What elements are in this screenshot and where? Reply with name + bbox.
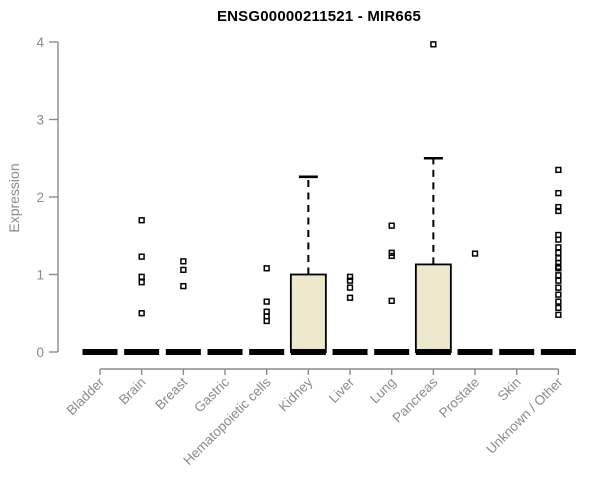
outlier-point-unknown-other	[555, 272, 562, 279]
outlier-point-unknown-other	[555, 207, 562, 215]
outlier-point-unknown-other	[555, 291, 562, 298]
box-kidney	[289, 273, 327, 353]
outlier-point-lung	[388, 252, 395, 260]
outlier-point-liver	[346, 273, 354, 280]
y-tick-label: 1	[36, 268, 44, 283]
median-line-bladder	[82, 349, 118, 355]
median-line-gastric	[207, 349, 243, 355]
median-line-hematopoietic-cells	[249, 349, 285, 355]
outlier-point-lung	[388, 222, 395, 229]
x-tick-label-breast: Breast	[152, 374, 190, 412]
median-line-liver	[332, 349, 368, 355]
outlier-point-unknown-other	[555, 311, 562, 318]
outlier-point-brain	[138, 279, 145, 286]
outlier-point-brain	[138, 310, 145, 317]
x-tick-label-prostate: Prostate	[436, 375, 482, 421]
y-tick-label: 0	[36, 345, 44, 360]
outlier-point-unknown-other	[555, 189, 562, 197]
median-line-skin	[499, 349, 535, 355]
outlier-point-hematopoietic-cells	[263, 317, 270, 325]
outlier-point-hematopoietic-cells	[263, 265, 270, 272]
median-line-kidney	[290, 349, 326, 355]
x-tick-label-gastric: Gastric	[191, 374, 232, 415]
outlier-point-brain	[138, 253, 145, 260]
box-pancreas	[414, 263, 452, 353]
outlier-point-unknown-other	[555, 298, 562, 305]
y-axis-label: Expression	[6, 163, 22, 233]
median-line-lung	[374, 349, 410, 355]
outlier-point-unknown-other	[555, 249, 562, 256]
outlier-point-liver	[346, 284, 354, 291]
x-tick-label-brain: Brain	[116, 375, 149, 408]
outlier-point-unknown-other	[555, 236, 562, 243]
outlier-point-unknown-other	[555, 277, 562, 284]
outlier-point-hematopoietic-cells	[263, 298, 270, 305]
y-tick-label: 4	[36, 35, 44, 50]
median-line-breast	[165, 349, 201, 355]
median-line-brain	[124, 349, 160, 355]
outlier-point-liver	[346, 294, 354, 301]
y-tick-label: 2	[36, 190, 44, 205]
x-tick-label-liver: Liver	[326, 374, 358, 406]
outlier-point-unknown-other	[555, 166, 562, 174]
median-line-unknown-other	[540, 349, 576, 355]
y-tick-label: 3	[36, 113, 44, 128]
outlier-point-breast	[180, 258, 187, 265]
outlier-point-pancreas	[430, 41, 437, 48]
median-line-prostate	[457, 349, 493, 355]
x-tick-label-skin: Skin	[495, 375, 524, 404]
x-tick-label-pancreas: Pancreas	[390, 374, 441, 425]
outlier-point-liver	[346, 277, 354, 284]
outlier-point-unknown-other	[555, 304, 562, 311]
x-tick-label-kidney: Kidney	[276, 374, 316, 414]
outlier-point-brain	[138, 217, 145, 224]
outlier-point-unknown-other	[555, 284, 562, 291]
outlier-point-unknown-other	[555, 244, 562, 251]
outlier-point-lung	[388, 297, 395, 305]
chart-title: ENSG00000211521 - MIR665	[216, 8, 422, 25]
outlier-point-breast	[180, 266, 187, 274]
x-tick-label-unknown-other: Unknown / Other	[483, 374, 566, 457]
outlier-point-prostate	[471, 250, 479, 257]
x-tick-label-lung: Lung	[367, 375, 399, 407]
x-tick-label-bladder: Bladder	[64, 374, 108, 418]
outlier-point-unknown-other	[555, 203, 562, 211]
outlier-point-brain	[138, 273, 145, 280]
median-line-pancreas	[415, 349, 451, 355]
outlier-point-unknown-other	[555, 265, 562, 272]
outlier-point-breast	[180, 282, 187, 290]
